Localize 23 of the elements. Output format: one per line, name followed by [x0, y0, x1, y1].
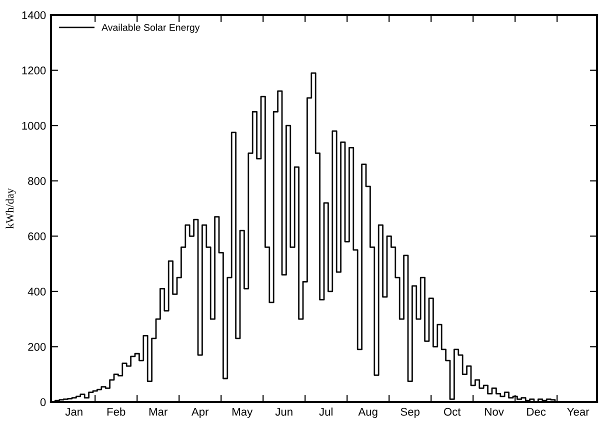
y-tick-label: 0 [40, 398, 46, 406]
x-tick-label: Apr [191, 408, 209, 418]
y-axis-title: kWh/day [6, 188, 16, 229]
x-tick-label: May [232, 408, 253, 418]
x-tick-label: Dec [527, 408, 546, 416]
x-tick-label: Jul [319, 408, 332, 416]
y-tick-label: 400 [28, 288, 46, 296]
x-tick-label: Aug [358, 408, 378, 418]
y-tick-label: 1000 [22, 122, 46, 130]
x-tick-label: Year [567, 408, 590, 416]
x-tick-label: Mar [149, 408, 168, 416]
x-tick-label: Oct [444, 408, 461, 416]
x-tick-label: Feb [107, 408, 126, 416]
y-tick-label: 800 [28, 177, 46, 185]
x-tick-label: Sep [400, 408, 420, 418]
y-tick-label: 1200 [22, 66, 46, 74]
x-tick-label: Jan [65, 408, 82, 416]
y-tick-label: 200 [28, 342, 46, 351]
y-tick-label: 1400 [22, 11, 46, 20]
x-tick-label: Nov [485, 408, 504, 416]
y-tick-label: 600 [28, 232, 46, 240]
legend-label: Available Solar Energy [102, 24, 200, 33]
x-tick-label: Jun [275, 408, 292, 416]
